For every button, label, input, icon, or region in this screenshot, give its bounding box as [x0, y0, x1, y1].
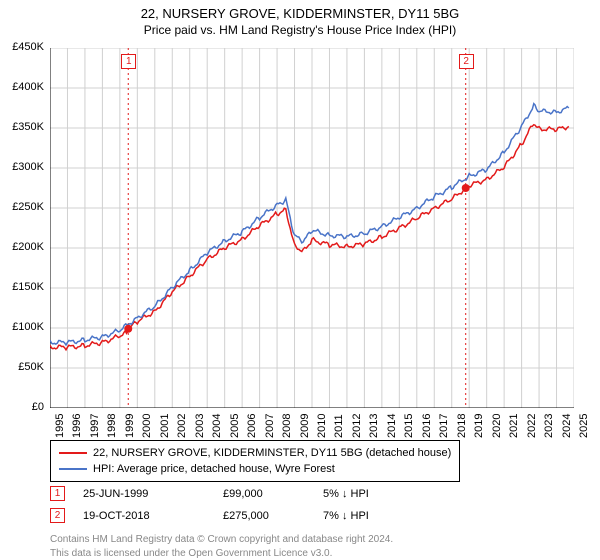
sale-price: £99,000: [223, 488, 323, 500]
x-tick-label: 2008: [281, 414, 293, 438]
y-tick-label: £200K: [0, 241, 44, 253]
legend-swatch: [59, 468, 87, 470]
x-tick-label: 1997: [89, 414, 101, 438]
sale-row-marker: 1: [50, 486, 65, 501]
x-tick-label: 2024: [561, 414, 573, 438]
y-tick-label: £450K: [0, 41, 44, 53]
x-tick-label: 2013: [368, 414, 380, 438]
sale-price: £275,000: [223, 510, 323, 522]
x-tick-label: 2001: [159, 414, 171, 438]
x-tick-label: 2016: [421, 414, 433, 438]
chart-container: 22, NURSERY GROVE, KIDDERMINSTER, DY11 5…: [0, 0, 600, 560]
chart-subtitle: Price paid vs. HM Land Registry's House …: [0, 23, 600, 37]
sale-marker-box: 1: [121, 54, 136, 69]
x-tick-label: 2012: [351, 414, 363, 438]
plot-area: [50, 48, 574, 408]
sale-marker-box: 2: [459, 54, 474, 69]
x-tick-label: 2018: [456, 414, 468, 438]
x-tick-label: 1996: [71, 414, 83, 438]
legend-row: 22, NURSERY GROVE, KIDDERMINSTER, DY11 5…: [59, 445, 451, 461]
plot-svg: [50, 48, 574, 408]
y-tick-label: £150K: [0, 281, 44, 293]
sale-rel: 7% ↓ HPI: [323, 510, 423, 522]
legend-row: HPI: Average price, detached house, Wyre…: [59, 461, 451, 477]
x-tick-label: 2015: [403, 414, 415, 438]
x-tick-label: 2003: [194, 414, 206, 438]
x-tick-label: 2006: [246, 414, 258, 438]
x-tick-label: 2009: [299, 414, 311, 438]
x-tick-label: 2025: [578, 414, 590, 438]
chart-title: 22, NURSERY GROVE, KIDDERMINSTER, DY11 5…: [0, 6, 600, 21]
y-tick-label: £400K: [0, 81, 44, 93]
legend-swatch: [59, 452, 87, 454]
sale-row: 1 25-JUN-1999£99,0005% ↓ HPI: [50, 486, 423, 501]
sale-rel: 5% ↓ HPI: [323, 488, 423, 500]
x-tick-label: 2011: [333, 414, 345, 438]
x-tick-label: 2014: [386, 414, 398, 438]
sale-date: 19-OCT-2018: [83, 510, 223, 522]
x-tick-label: 2017: [438, 414, 450, 438]
sale-row-marker: 2: [50, 508, 65, 523]
x-tick-label: 2021: [508, 414, 520, 438]
x-tick-label: 2000: [141, 414, 153, 438]
x-tick-label: 2020: [491, 414, 503, 438]
x-tick-label: 2022: [526, 414, 538, 438]
x-tick-label: 2007: [264, 414, 276, 438]
y-tick-label: £250K: [0, 201, 44, 213]
x-tick-label: 2019: [473, 414, 485, 438]
y-tick-label: £300K: [0, 161, 44, 173]
x-tick-label: 2002: [176, 414, 188, 438]
sale-date: 25-JUN-1999: [83, 488, 223, 500]
y-tick-label: £100K: [0, 321, 44, 333]
y-tick-label: £50K: [0, 361, 44, 373]
footer-line1: Contains HM Land Registry data © Crown c…: [50, 533, 393, 547]
x-tick-label: 2005: [229, 414, 241, 438]
y-tick-label: £350K: [0, 121, 44, 133]
legend: 22, NURSERY GROVE, KIDDERMINSTER, DY11 5…: [50, 440, 460, 482]
footer-line2: This data is licensed under the Open Gov…: [50, 547, 393, 560]
legend-label: HPI: Average price, detached house, Wyre…: [93, 463, 335, 475]
footer: Contains HM Land Registry data © Crown c…: [50, 533, 393, 560]
title-block: 22, NURSERY GROVE, KIDDERMINSTER, DY11 5…: [0, 0, 600, 37]
y-tick-label: £0: [0, 401, 44, 413]
sale-row: 2 19-OCT-2018£275,0007% ↓ HPI: [50, 508, 423, 523]
legend-label: 22, NURSERY GROVE, KIDDERMINSTER, DY11 5…: [93, 447, 451, 459]
x-tick-label: 1998: [106, 414, 118, 438]
x-tick-label: 2004: [211, 414, 223, 438]
x-tick-label: 2023: [543, 414, 555, 438]
x-tick-label: 1995: [54, 414, 66, 438]
x-tick-label: 2010: [316, 414, 328, 438]
x-tick-label: 1999: [124, 414, 136, 438]
